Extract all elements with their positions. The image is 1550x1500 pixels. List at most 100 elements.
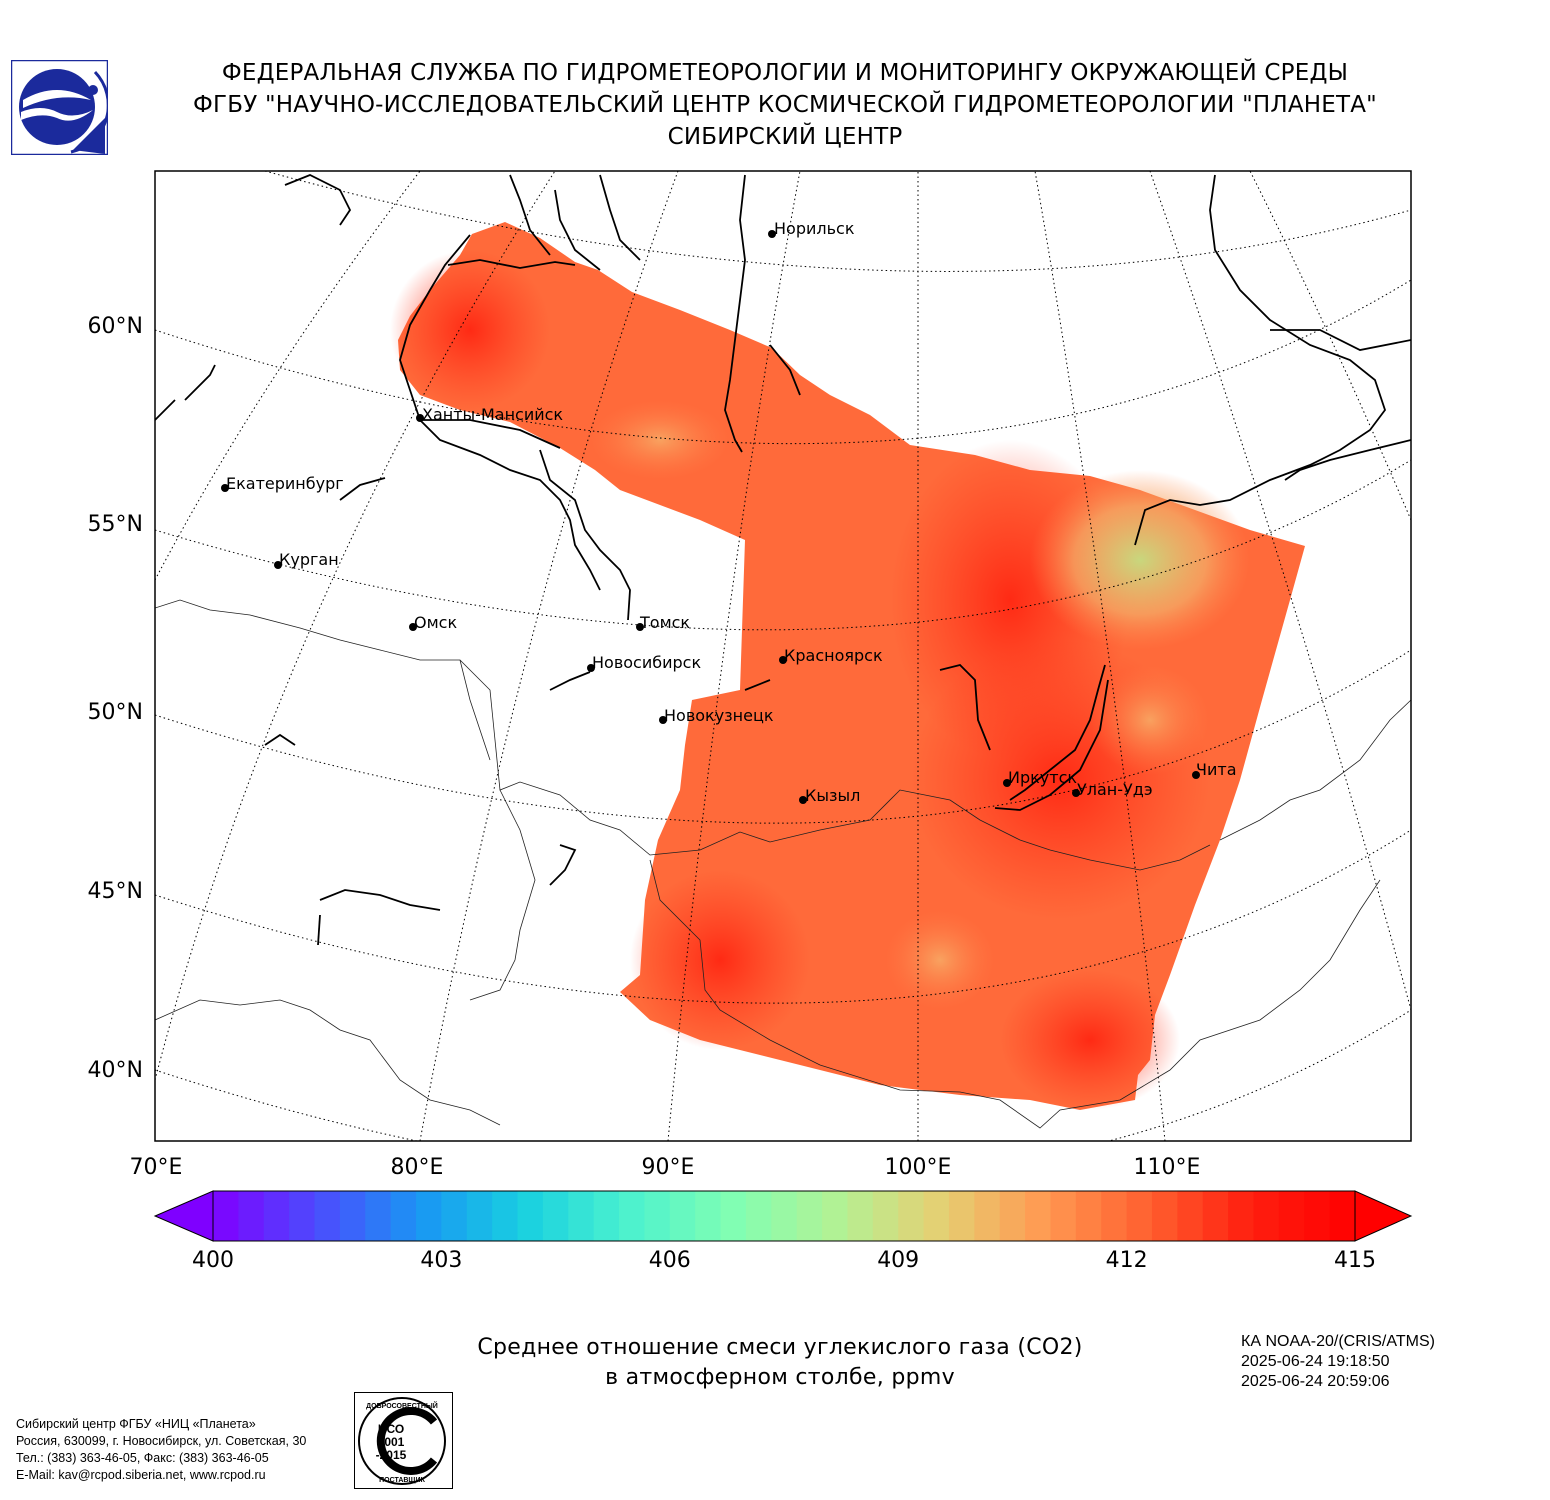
colorbar-cell: [847, 1191, 874, 1241]
colorbar-cell: [872, 1191, 899, 1241]
city-label: Екатеринбург: [226, 474, 344, 493]
colorbar-cell: [517, 1191, 544, 1241]
product-title-line-2: в атмосферном столбе, ppmv: [605, 1365, 955, 1390]
satellite-instrument: КА NOAA-20/(CRIS/ATMS): [1241, 1333, 1435, 1350]
city-marker: [636, 623, 644, 631]
city-marker: [274, 561, 282, 569]
city-marker: [659, 716, 667, 724]
colorbar-cell: [1253, 1191, 1280, 1241]
colorbar-cell: [695, 1191, 722, 1241]
contact-address: Россия, 630099, г. Новосибирск, ул. Сове…: [16, 1434, 307, 1448]
pass-end-time: 2025-06-24 20:59:06: [1241, 1373, 1390, 1390]
satellite-info: КА NOAA-20/(CRIS/ATMS) 2025-06-24 19:18:…: [1241, 1332, 1435, 1392]
iso-badge-main1: ИСО: [378, 1422, 404, 1436]
colorbar-cell: [1177, 1191, 1204, 1241]
city-label: Красноярск: [784, 646, 883, 665]
iso-badge-bottom: ПОСТАВЩИК: [379, 1477, 425, 1484]
city-label: Норильск: [774, 219, 855, 238]
lat-label: 55°N: [88, 512, 143, 537]
colorbar-cell: [1025, 1191, 1052, 1241]
colorbar-tick-label: 415: [1334, 1248, 1376, 1273]
city-marker: [1003, 779, 1011, 787]
lon-label: 100°E: [885, 1155, 952, 1180]
colorbar-cell: [542, 1191, 569, 1241]
city-label: Иркутск: [1008, 768, 1077, 787]
colorbar-cell: [1228, 1191, 1255, 1241]
header-line-1: ФЕДЕРАЛЬНАЯ СЛУЖБА ПО ГИДРОМЕТЕОРОЛОГИИ …: [221, 60, 1349, 86]
colorbar-cell: [593, 1191, 620, 1241]
pass-start-time: 2025-06-24 19:18:50: [1241, 1353, 1390, 1370]
product-title: Среднее отношение смеси углекислого газа…: [380, 1333, 1180, 1393]
colorbar-cell: [441, 1191, 468, 1241]
contact-email: E-Mail: kav@rcpod.siberia.net, www.rcpod…: [16, 1468, 266, 1482]
lat-label: 60°N: [88, 314, 143, 339]
colorbar-cell: [796, 1191, 823, 1241]
colorbar-tick-label: 406: [649, 1248, 691, 1273]
lon-label: 110°E: [1134, 1155, 1201, 1180]
lon-label: 80°E: [391, 1155, 444, 1180]
lat-labels: 60°N 55°N 50°N 45°N 40°N: [88, 314, 143, 1083]
iso-badge-top: ДОБРОСОВЕСТНЫЙ: [366, 1401, 438, 1410]
city-marker: [799, 796, 807, 804]
header: ФЕДЕРАЛЬНАЯ СЛУЖБА ПО ГИДРОМЕТЕОРОЛОГИИ …: [120, 57, 1450, 153]
colorbar-cell: [1278, 1191, 1305, 1241]
city-marker: [409, 623, 417, 631]
colorbar-cell: [1075, 1191, 1102, 1241]
colorbar-cells: [213, 1191, 1356, 1241]
city-marker: [587, 664, 595, 672]
colorbar-frame: [212, 1190, 1356, 1242]
lat-label: 40°N: [88, 1058, 143, 1083]
iso-9001-badge-icon: ДОБРОСОВЕСТНЫЙ ИСО 9001 -2015 ПОСТАВЩИК: [354, 1392, 453, 1489]
colorbar-ticks: 400 403 406 409 412 415: [192, 1248, 1376, 1273]
colorbar-cell: [238, 1191, 265, 1241]
lon-label: 70°E: [130, 1155, 183, 1180]
graticule: [155, 171, 1411, 1141]
colorbar-cell: [289, 1191, 316, 1241]
colorbar-cell: [771, 1191, 798, 1241]
colorbar-cell: [1329, 1191, 1356, 1241]
borders: [155, 599, 1411, 1129]
city-label: Томск: [639, 613, 690, 632]
colorbar-cell: [619, 1191, 646, 1241]
iso-badge-main2: 9001: [378, 1435, 405, 1449]
colorbar-tick-label: 403: [420, 1248, 462, 1273]
roshydromet-logo-icon: [11, 60, 108, 155]
city-label: Кызыл: [805, 786, 860, 805]
colorbar-cell: [1101, 1191, 1128, 1241]
header-line-3: СИБИРСКИЙ ЦЕНТР: [667, 124, 903, 150]
city-label: Новосибирск: [592, 653, 701, 672]
colorbar-max-arrow: [1354, 1190, 1413, 1242]
city-marker: [768, 230, 776, 238]
product-title-line-1: Среднее отношение смеси углекислого газа…: [477, 1335, 1083, 1360]
lat-label: 50°N: [88, 700, 143, 725]
lon-label: 90°E: [642, 1155, 695, 1180]
colorbar-cell: [365, 1191, 392, 1241]
city-label: Ханты-Мансийск: [422, 405, 563, 424]
city-label: Улан-Удэ: [1077, 780, 1153, 799]
cities: Норильск Ханты-Мансийск Екатеринбург Кур…: [221, 219, 1237, 805]
map-frame: [154, 170, 1412, 1142]
lon-labels: 70°E 80°E 90°E 100°E 110°E: [130, 1155, 1201, 1180]
city-marker: [1072, 789, 1080, 797]
colorbar-cell: [466, 1191, 493, 1241]
colorbar-cell: [263, 1191, 290, 1241]
contact-info: Сибирский центр ФГБУ «НИЦ «Планета» Росс…: [16, 1416, 306, 1484]
city-label: Омск: [414, 613, 457, 632]
iso-badge-main3: -2015: [376, 1448, 407, 1462]
colorbar-cell: [492, 1191, 519, 1241]
city-label: Новокузнецк: [664, 706, 774, 725]
colorbar-cell: [745, 1191, 772, 1241]
colorbar-tick-label: 409: [877, 1248, 919, 1273]
rivers-coastlines: [155, 174, 1411, 946]
colorbar-cell: [923, 1191, 950, 1241]
colorbar-cell: [416, 1191, 442, 1241]
colorbar-tick-label: 412: [1106, 1248, 1148, 1273]
colorbar-cell: [339, 1191, 366, 1241]
contact-phone: Тел.: (383) 363-46-05, Факс: (383) 363-4…: [16, 1451, 269, 1465]
colorbar-cell: [1151, 1191, 1178, 1241]
colorbar-cell: [1304, 1191, 1331, 1241]
colorbar-cell: [1050, 1191, 1077, 1241]
colorbar-cell: [720, 1191, 747, 1241]
colorbar-cell: [822, 1191, 849, 1241]
contact-org: Сибирский центр ФГБУ «НИЦ «Планета»: [16, 1417, 256, 1431]
